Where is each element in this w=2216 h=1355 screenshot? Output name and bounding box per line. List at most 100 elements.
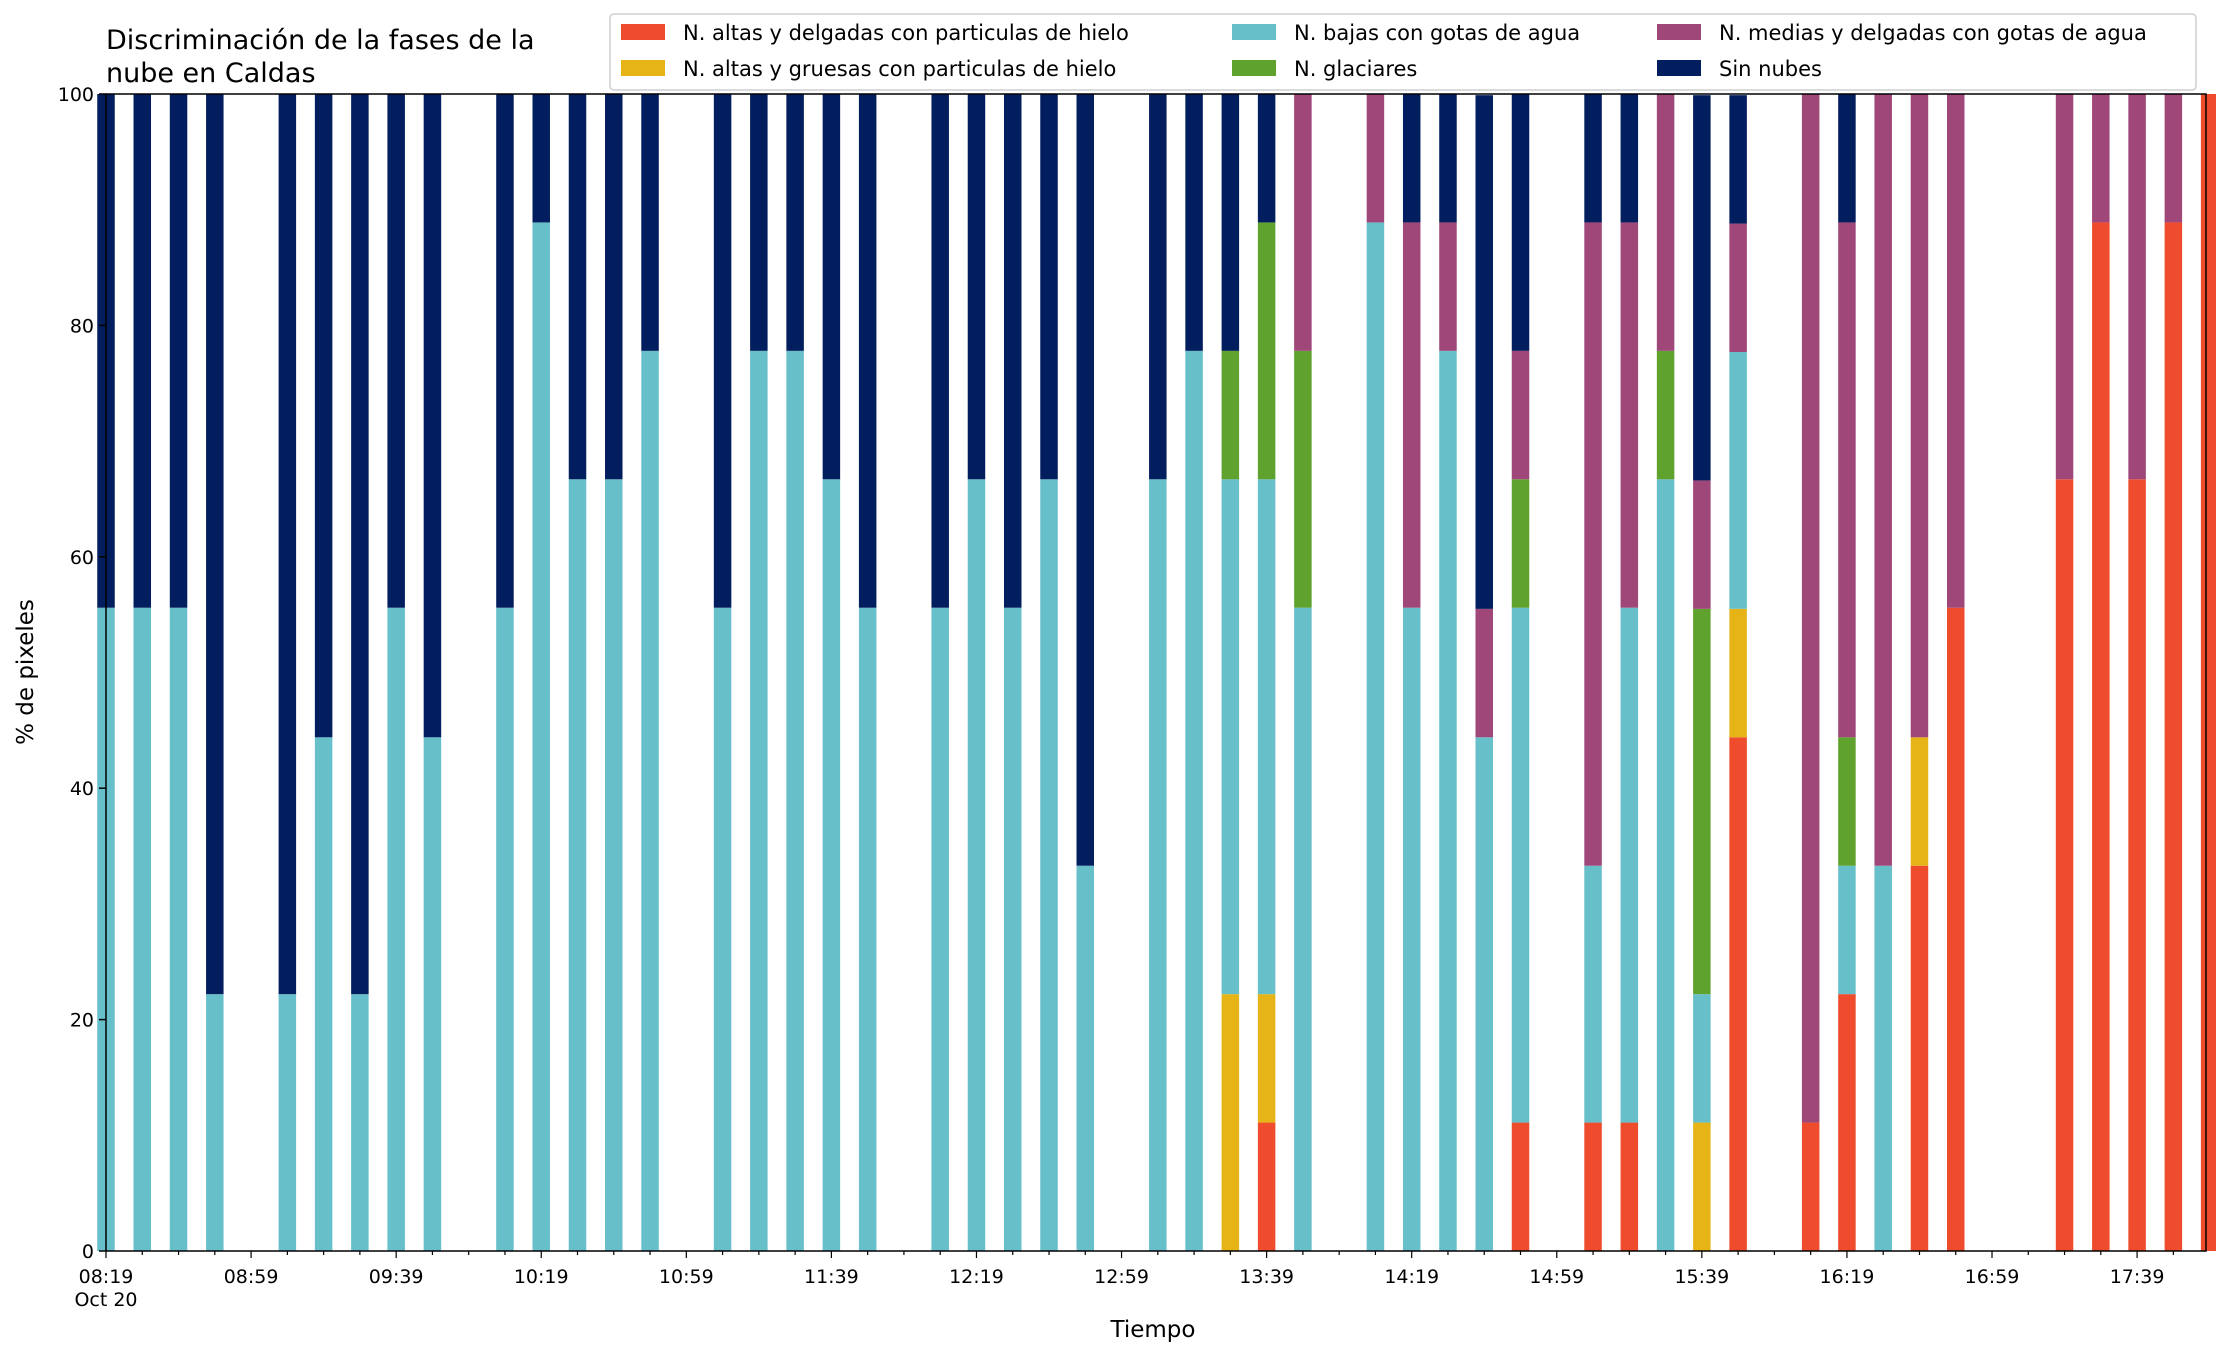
bar-segment [169, 607, 188, 1251]
bar-segment [206, 994, 224, 1251]
bar-segment [750, 94, 768, 351]
bar-segment [1185, 350, 1203, 1252]
x-tick-label: 08:59 [224, 1266, 279, 1288]
bar-segment [1366, 222, 1385, 1252]
bar-segment [1620, 94, 1639, 223]
legend-label: N. bajas con gotas de agua [1294, 21, 1580, 45]
bar-segment [1693, 608, 1711, 995]
bar-segment [1221, 350, 1240, 480]
bar-segment [2092, 222, 2110, 1252]
x-axis: 08:19 08:59 09:39 10:19 10:59 11:39 12:19 12:59… [74, 1251, 2174, 1311]
x-tick-label: 16:59 [1965, 1266, 2020, 1288]
bar-segment [2164, 222, 2183, 1252]
bar-segment [1402, 607, 1421, 1251]
legend-label: N. altas y delgadas con particulas de hi… [683, 21, 1129, 45]
x-tick-label: 13:39 [1239, 1266, 1294, 1288]
bar-segment [1620, 607, 1639, 1123]
bar-segment [1040, 479, 1058, 1251]
bar-segment [278, 994, 297, 1251]
bar-segment [568, 479, 587, 1251]
bar-segment [1874, 865, 1892, 1251]
bar-segment [1801, 1122, 1820, 1251]
bar-segment [786, 94, 804, 351]
y-tick-label: 20 [70, 1010, 94, 1032]
bar-segment [1185, 94, 1203, 351]
bar-segment [1221, 94, 1240, 351]
legend-label: N. glaciares [1294, 57, 1417, 81]
bar-segment [1475, 95, 1493, 609]
bar-segment [1838, 994, 1856, 1251]
bar-segment [532, 94, 550, 223]
bar-segment [1439, 94, 1457, 223]
bars-layer [97, 94, 2216, 1252]
bar-segment [1910, 94, 1929, 738]
bar-segment [1366, 94, 1385, 223]
bar-segment [314, 737, 333, 1251]
x-tick-label: 14:19 [1384, 1266, 1439, 1288]
x-tick-label: 15:39 [1674, 1266, 1729, 1288]
bar-segment [423, 737, 442, 1251]
bar-segment [605, 94, 623, 480]
bar-segment [1693, 994, 1711, 1123]
bar-segment [641, 94, 659, 351]
bar-segment [967, 479, 986, 1251]
bar-segment [1729, 352, 1747, 609]
bar-segment [1511, 607, 1530, 1123]
bar-segment [1620, 222, 1639, 608]
bar-segment [2164, 94, 2183, 223]
bar-segment [822, 479, 841, 1251]
bar-segment [1003, 94, 1022, 608]
bar-segment [169, 94, 188, 608]
bar-segment [1511, 1122, 1530, 1251]
x-tick-label: 11:39 [804, 1266, 859, 1288]
bar-segment [1729, 95, 1747, 224]
legend-label: N. altas y gruesas con particulas de hie… [683, 57, 1116, 81]
bar-segment [1910, 865, 1929, 1251]
bar-segment [2055, 94, 2074, 480]
bar-segment [1475, 608, 1493, 738]
bar-segment [496, 94, 514, 608]
bar-segment [1149, 479, 1167, 1251]
legend-box [609, 13, 2197, 91]
x-tick-label: 16:19 [1820, 1266, 1875, 1288]
bar-segment [1874, 94, 1892, 866]
bar-segment [2128, 94, 2146, 480]
bar-segment [1729, 223, 1747, 353]
bar-segment [2128, 479, 2146, 1251]
bar-segment [1003, 607, 1022, 1251]
bar-segment [605, 479, 623, 1251]
bar-segment [1693, 480, 1711, 609]
legend-swatch [621, 60, 665, 76]
y-tick-label: 0 [82, 1241, 94, 1263]
bar-segment [1838, 222, 1856, 738]
bar-segment [1402, 222, 1421, 608]
legend-swatch [1232, 60, 1276, 76]
bar-segment [133, 607, 152, 1251]
bar-segment [1076, 94, 1095, 866]
bar-segment [1729, 608, 1747, 738]
x-tick-label: 12:59 [1094, 1266, 1149, 1288]
bar-segment [1040, 94, 1058, 480]
bar-segment [1511, 350, 1530, 480]
bar-segment [713, 94, 732, 608]
bar-segment [1838, 737, 1856, 866]
bar-segment [1693, 95, 1711, 481]
bar-segment [1693, 1122, 1711, 1251]
y-axis: 0 20 40 60 80 100 [58, 84, 106, 1263]
x-tick-label: 10:59 [659, 1266, 714, 1288]
bar-segment [1294, 607, 1312, 1251]
x-tick-label: 10:19 [514, 1266, 569, 1288]
bar-segment [641, 350, 659, 1252]
bar-segment [967, 94, 986, 480]
bar-segment [1620, 1122, 1639, 1251]
chart-title-line-1: Discriminación de la fases de la [106, 25, 535, 56]
bar-segment [351, 94, 369, 995]
bar-segment [1946, 94, 1965, 608]
bar-segment [1257, 94, 1276, 223]
x-tick-label: 17:39 [2110, 1266, 2165, 1288]
bar-segment [931, 94, 949, 608]
bar-segment [1294, 94, 1312, 351]
bar-segment [1149, 94, 1167, 480]
bar-segment [1801, 94, 1820, 1123]
